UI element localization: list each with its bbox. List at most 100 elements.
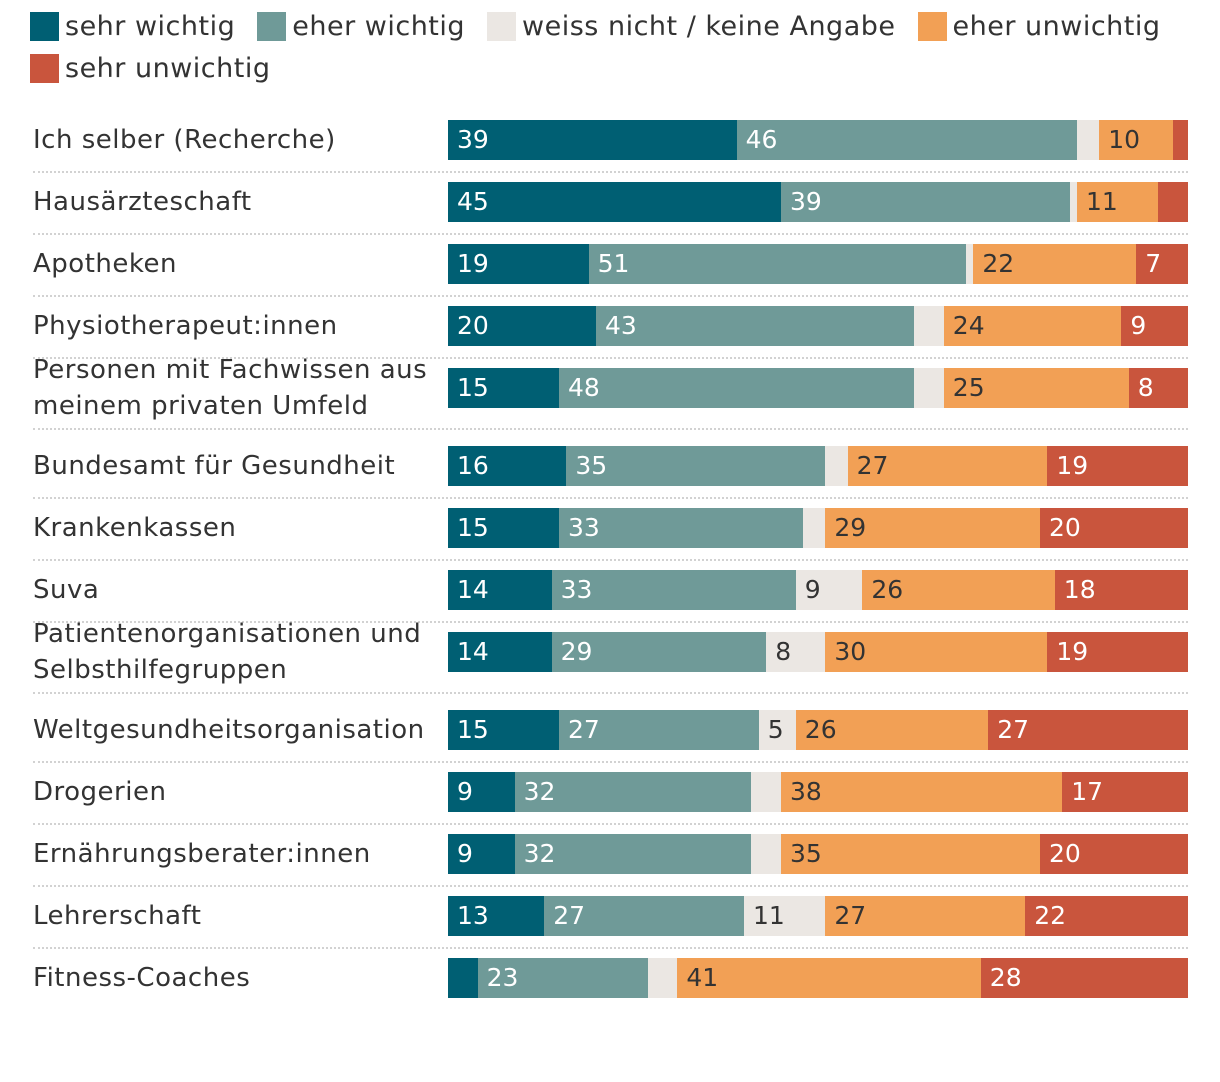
data-label: 39 — [790, 187, 822, 216]
bar-segment-sehr-wichtig: 9 — [448, 772, 515, 812]
category-label: Weltgesundheitsorganisation — [33, 715, 425, 745]
bar-segment-sehr-wichtig: 16 — [448, 446, 567, 486]
category-label: Patientenorganisationen und Selbsthilfeg… — [33, 619, 422, 685]
legend-item-eher-unwichtig: eher unwichtig — [917, 11, 1161, 42]
bar-track: 9 32 35 20 — [448, 834, 1188, 874]
bar-segment-eher-unwichtig: 27 — [825, 896, 1026, 936]
category-label: Suva — [33, 575, 100, 605]
bar-track: 15 27 5 26 27 — [448, 710, 1188, 750]
bar-segment-weiss-nicht-keine-angabe: 11 — [744, 896, 826, 936]
bar-segment-eher-wichtig: 32 — [514, 772, 752, 812]
bar-segment-weiss-nicht-keine-angabe — [1077, 120, 1100, 160]
data-label: 9 — [804, 575, 821, 604]
data-label: 45 — [457, 187, 489, 216]
row-separator — [33, 357, 1188, 359]
legend-swatch — [487, 12, 517, 41]
bar-segment-weiss-nicht-keine-angabe — [1069, 182, 1077, 222]
data-label: 11 — [1086, 187, 1118, 216]
legend-label: weiss nicht / keine Angabe — [522, 11, 896, 42]
bar-segment-eher-unwichtig: 26 — [795, 710, 989, 750]
row-separator — [33, 428, 1188, 430]
category-label: Personen mit Fachwissen aus meinem priva… — [33, 355, 428, 421]
bar-segment-weiss-nicht-keine-angabe — [751, 772, 781, 812]
bar-segment-weiss-nicht-keine-angabe — [914, 368, 944, 408]
data-label: 14 — [457, 637, 489, 666]
legend-item-sehr-unwichtig: sehr unwichtig — [30, 53, 270, 84]
bar-segment-sehr-wichtig: 9 — [448, 834, 515, 874]
data-label: 5 — [767, 715, 784, 744]
legend-swatch — [917, 12, 947, 41]
bar-segment-eher-wichtig: 51 — [588, 244, 966, 284]
data-label: 9 — [457, 777, 473, 806]
data-label: 28 — [989, 963, 1022, 992]
bar-track: 13 27 11 27 22 — [448, 896, 1188, 936]
bar-segment-weiss-nicht-keine-angabe: 9 — [795, 570, 863, 610]
data-label: 33 — [568, 513, 600, 542]
bar-track: 15 33 29 20 — [448, 508, 1188, 548]
data-label: 20 — [1049, 513, 1081, 542]
bar-segment-eher-wichtig: 27 — [559, 710, 759, 750]
bar-track: 14 29 8 30 19 — [448, 632, 1188, 672]
data-label: 27 — [553, 901, 585, 930]
data-label: 20 — [1049, 839, 1081, 868]
category-label: Krankenkassen — [33, 513, 237, 543]
bar-segment-sehr-wichtig: 14 — [448, 570, 552, 610]
data-label: 27 — [856, 451, 889, 480]
row-separator — [33, 823, 1188, 825]
bar-segment-eher-unwichtig: 26 — [862, 570, 1055, 610]
row-separator — [33, 233, 1188, 235]
legend-label: sehr wichtig — [65, 11, 236, 42]
category-label: Fitness-Coaches — [33, 963, 251, 993]
bar-segment-eher-wichtig: 29 — [551, 632, 767, 672]
bar-segment-sehr-wichtig: 14 — [448, 632, 552, 672]
bar-segment-sehr-unwichtig: 22 — [1025, 896, 1188, 936]
legend-swatch — [257, 12, 287, 41]
bar-segment-eher-wichtig: 35 — [566, 446, 826, 486]
bar-segment-eher-wichtig: 27 — [544, 896, 744, 936]
data-label: 29 — [834, 513, 867, 542]
data-label: 27 — [997, 715, 1029, 744]
bar-segment-sehr-wichtig: 15 — [448, 508, 559, 548]
data-label: 9 — [1130, 311, 1147, 340]
bar-segment-sehr-unwichtig: 7 — [1136, 244, 1188, 284]
bar-segment-sehr-wichtig: 20 — [448, 306, 596, 346]
bar-track: 9 32 38 17 — [448, 772, 1188, 812]
bar-track: 45 39 11 — [448, 182, 1188, 222]
data-label: 23 — [486, 963, 519, 992]
category-label: Bundesamt für Gesundheit — [33, 451, 396, 481]
data-label: 9 — [457, 839, 473, 868]
bar-segment-eher-wichtig: 48 — [559, 368, 915, 408]
bar-segment-eher-wichtig: 23 — [477, 958, 648, 998]
bar-segment-sehr-unwichtig: 8 — [1128, 368, 1188, 408]
data-label: 17 — [1071, 777, 1103, 806]
bar-segment-eher-unwichtig: 10 — [1099, 120, 1174, 160]
data-label: 18 — [1063, 575, 1096, 604]
data-label: 15 — [457, 513, 489, 542]
bar-segment-sehr-unwichtig: 20 — [1040, 508, 1188, 548]
bar-segment-eher-unwichtig: 27 — [847, 446, 1048, 486]
bar-segment-sehr-wichtig: 19 — [448, 244, 589, 284]
bar-segment-sehr-unwichtig: 20 — [1040, 834, 1188, 874]
legend-swatch — [30, 12, 59, 41]
data-label: 15 — [457, 373, 489, 402]
data-label: 39 — [457, 125, 489, 154]
data-label: 7 — [1145, 249, 1162, 278]
bar-segment-weiss-nicht-keine-angabe — [914, 306, 944, 346]
category-label: Physiotherapeut:innen — [33, 311, 338, 341]
bar-segment-eher-wichtig: 32 — [514, 834, 752, 874]
data-label: 13 — [457, 901, 489, 930]
data-label: 32 — [523, 777, 556, 806]
bar-segment-sehr-wichtig: 15 — [448, 368, 559, 408]
data-label: 14 — [457, 575, 489, 604]
legend: sehr wichtig eher wichtig weiss nicht / ke… — [30, 11, 1200, 84]
legend-swatch — [30, 54, 59, 83]
bar-segment-weiss-nicht-keine-angabe — [966, 244, 974, 284]
bar-track: 15 48 25 8 — [448, 368, 1188, 408]
row-separator — [33, 497, 1188, 499]
data-label: 25 — [952, 373, 985, 402]
bar-track: 20 43 24 9 — [448, 306, 1188, 346]
bar-segment-eher-unwichtig: 38 — [781, 772, 1063, 812]
bar-segment-sehr-unwichtig: 28 — [980, 958, 1188, 998]
bar-segment-weiss-nicht-keine-angabe — [647, 958, 678, 998]
data-label: 38 — [790, 777, 822, 806]
